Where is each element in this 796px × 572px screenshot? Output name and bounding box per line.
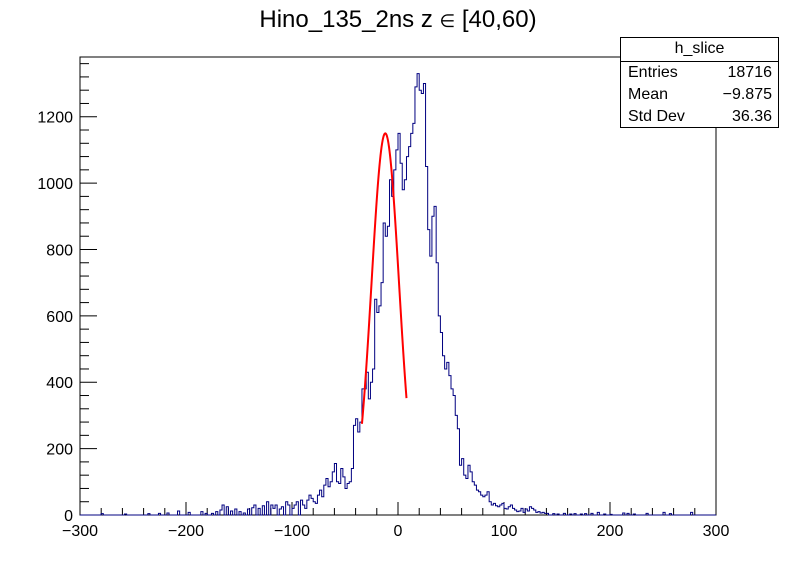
title-main: Hino_135_2ns z	[259, 6, 440, 33]
stats-row-mean: Mean −9.875	[621, 84, 778, 106]
y-tick-label: 400	[46, 375, 73, 392]
stats-label: Entries	[628, 64, 678, 81]
title-symbol: ∈	[439, 11, 456, 31]
x-tick-label: −200	[168, 523, 204, 540]
stats-label: Mean	[628, 86, 669, 103]
stats-value: 18716	[727, 64, 773, 81]
x-tick-label: 300	[703, 523, 730, 540]
y-tick-label: 200	[46, 442, 73, 459]
stats-value: −9.875	[722, 86, 772, 103]
x-tick-label: −300	[62, 523, 98, 540]
stats-row-stddev: Std Dev 36.36	[621, 106, 778, 128]
y-tick-label: 600	[46, 309, 73, 326]
y-tick-label: 1200	[37, 110, 73, 127]
stats-value: 36.36	[731, 108, 772, 125]
x-tick-label: −100	[274, 523, 310, 540]
x-tick-label: 100	[491, 523, 518, 540]
x-tick-label: 200	[597, 523, 624, 540]
fit-curve	[360, 132, 408, 424]
y-axis: 0 200 400 600 800 1000 1200	[37, 63, 97, 525]
y-tick-label: 800	[46, 242, 73, 259]
histogram-line	[80, 73, 716, 516]
stats-title: h_slice	[621, 38, 778, 62]
chart-title: Hino_135_2ns z ∈ [40,60)	[0, 6, 796, 34]
x-axis: −300 −200 −100 0 100 200 300	[62, 502, 729, 540]
y-tick-label: 0	[64, 508, 73, 525]
stats-box: h_slice Entries 18716 Mean −9.875 Std De…	[620, 37, 779, 128]
x-tick-label: 0	[394, 523, 403, 540]
title-range: [40,60)	[461, 6, 537, 33]
y-tick-label: 1000	[37, 176, 73, 193]
stats-row-entries: Entries 18716	[621, 62, 778, 84]
stats-label: Std Dev	[628, 108, 685, 125]
